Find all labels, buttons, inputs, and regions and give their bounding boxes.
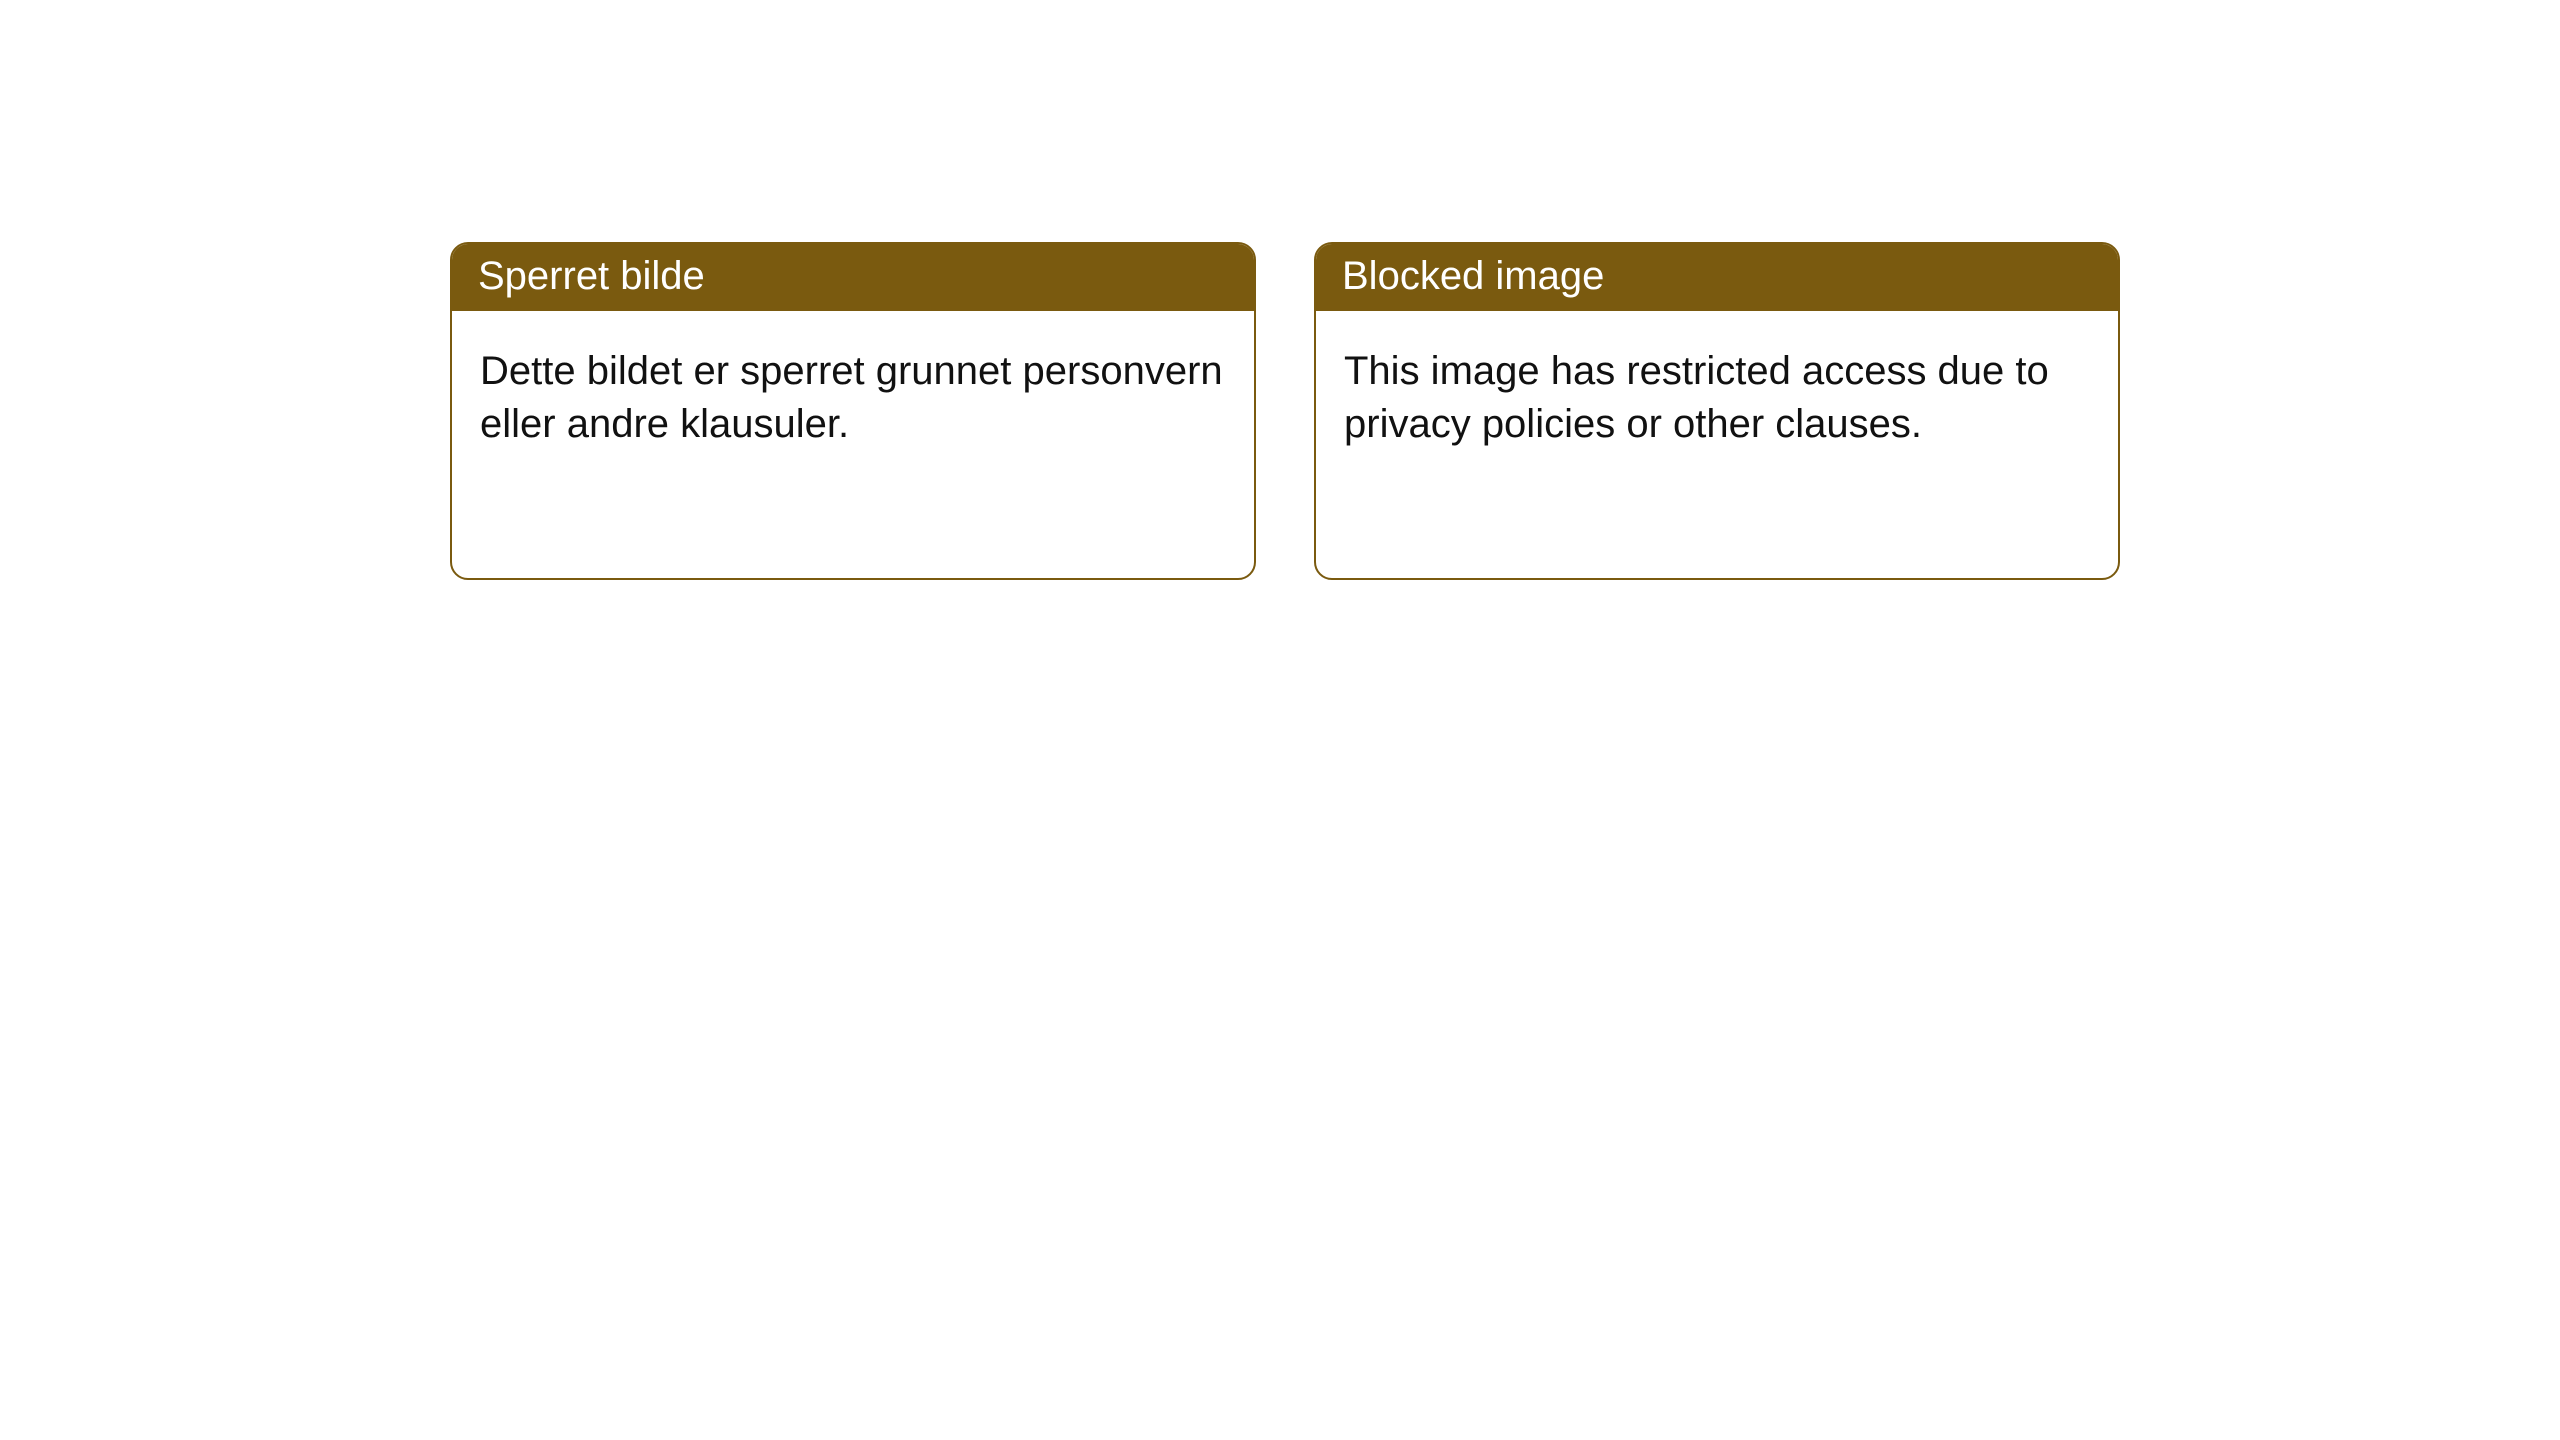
notice-card-english: Blocked image This image has restricted …: [1314, 242, 2120, 580]
card-body-text: Dette bildet er sperret grunnet personve…: [452, 311, 1254, 485]
card-title: Sperret bilde: [452, 244, 1254, 311]
notice-card-norwegian: Sperret bilde Dette bildet er sperret gr…: [450, 242, 1256, 580]
notice-cards-row: Sperret bilde Dette bildet er sperret gr…: [0, 0, 2560, 580]
card-body-text: This image has restricted access due to …: [1316, 311, 2118, 485]
card-title: Blocked image: [1316, 244, 2118, 311]
